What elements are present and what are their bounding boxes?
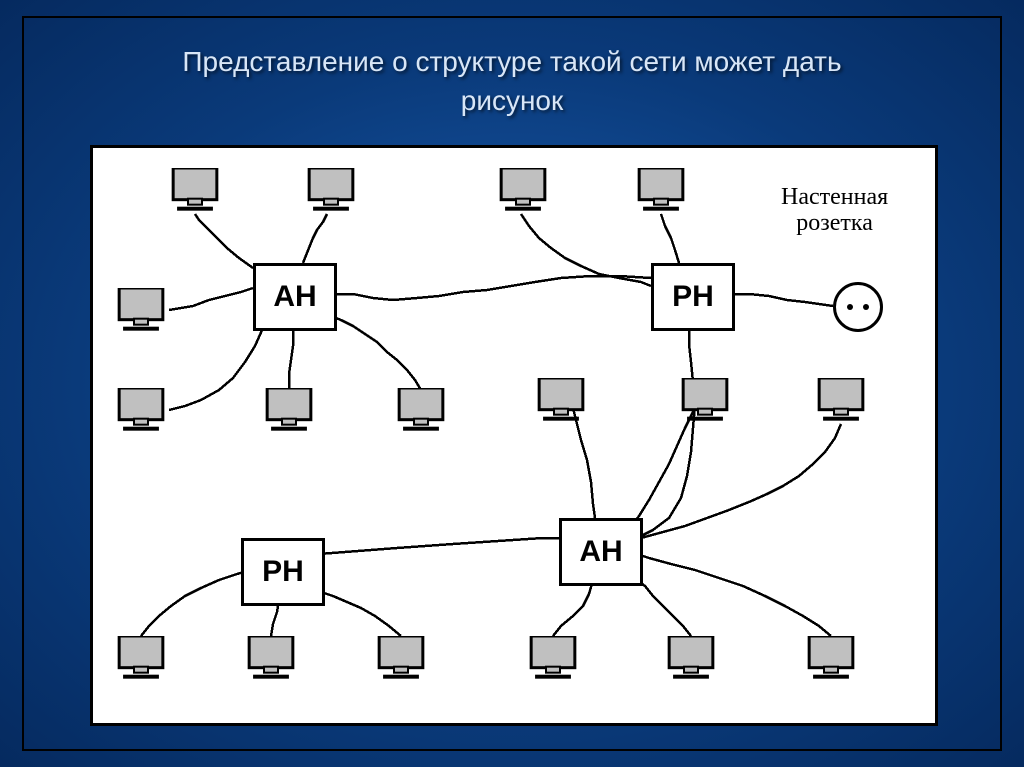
wire (319, 538, 559, 554)
terminal-icon (633, 168, 689, 212)
slide-title: Представление о структуре такой сети мож… (0, 42, 1024, 120)
terminal-icon (803, 636, 859, 680)
wire (141, 570, 251, 636)
terminal-icon (663, 636, 719, 680)
wire (637, 554, 831, 636)
wire (637, 580, 691, 636)
wire (553, 580, 593, 636)
hub-node: РН (651, 263, 735, 331)
terminal-icon (495, 168, 551, 212)
wire (331, 316, 421, 390)
wire (641, 424, 841, 538)
wire (169, 328, 263, 410)
wall-socket-icon (833, 282, 883, 332)
terminal-icon (167, 168, 223, 212)
title-line-1: Представление о структуре такой сети мож… (182, 46, 841, 77)
slide: Представление о структуре такой сети мож… (0, 0, 1024, 767)
terminal-icon (813, 378, 869, 422)
wire (661, 214, 679, 263)
terminal-icon (525, 636, 581, 680)
wire (169, 288, 253, 310)
terminal-icon (303, 168, 359, 212)
wire (729, 294, 833, 306)
wire (637, 325, 695, 538)
wire (303, 214, 327, 263)
terminal-icon (113, 636, 169, 680)
wire (521, 214, 651, 286)
terminal-icon (533, 378, 589, 422)
wire (321, 592, 401, 636)
hub-node: АН (559, 518, 643, 586)
terminal-icon (113, 388, 169, 432)
wall-socket-label: Настеннаярозетка (781, 184, 888, 237)
wire (331, 276, 651, 300)
hub-node: АН (253, 263, 337, 331)
wire (195, 214, 253, 268)
terminal-icon (261, 388, 317, 432)
wire (289, 324, 293, 388)
terminal-icon (243, 636, 299, 680)
hub-node: РН (241, 538, 325, 606)
title-line-2: рисунок (461, 85, 564, 116)
terminal-icon (373, 636, 429, 680)
network-diagram: АН РН РН АН Настеннаярозетка (90, 145, 938, 726)
terminal-icon (677, 378, 733, 422)
terminal-icon (393, 388, 449, 432)
terminal-icon (113, 288, 169, 332)
